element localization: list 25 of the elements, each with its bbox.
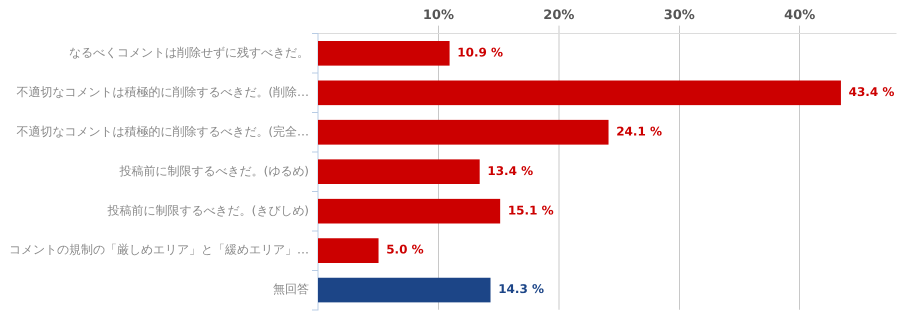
- data-label: 13.4 %: [487, 164, 534, 178]
- data-label: 5.0 %: [386, 242, 424, 257]
- bar: [318, 159, 480, 184]
- data-label: 10.9 %: [457, 45, 504, 60]
- bar: [318, 278, 491, 302]
- x-tick-label: 10%: [422, 8, 454, 24]
- y-tick-label: 投稿前に制限するべきだ。(ゆるめ): [118, 164, 309, 178]
- data-label: 15.1 %: [508, 203, 554, 218]
- bar: [318, 198, 500, 224]
- y-tick-label: 不適切なコメントは積極的に削除するべきだ。(完全…: [16, 124, 309, 138]
- bar: [318, 41, 450, 66]
- x-tick-label: 20%: [543, 8, 574, 24]
- x-tick-label: 30%: [664, 8, 695, 24]
- data-label: 43.4 %: [848, 84, 894, 99]
- y-tick-label: 無回答: [273, 282, 309, 296]
- y-tick-label: 投稿前に制限するべきだ。(きびしめ): [106, 203, 309, 218]
- bar: [318, 120, 609, 145]
- y-tick-label: コメントの規制の「厳しめエリア」と「緩めエリア」…: [9, 242, 309, 257]
- bar: [318, 80, 841, 106]
- y-tick-label: なるべくコメントは削除せずに残すべきだ。: [69, 45, 309, 60]
- bar: [318, 238, 379, 263]
- data-label: 24.1 %: [616, 124, 662, 138]
- y-tick-label: 不適切なコメントは積極的に削除するべきだ。(削除…: [16, 84, 309, 99]
- x-tick-label: 40%: [784, 8, 816, 24]
- data-label: 14.3 %: [498, 282, 544, 296]
